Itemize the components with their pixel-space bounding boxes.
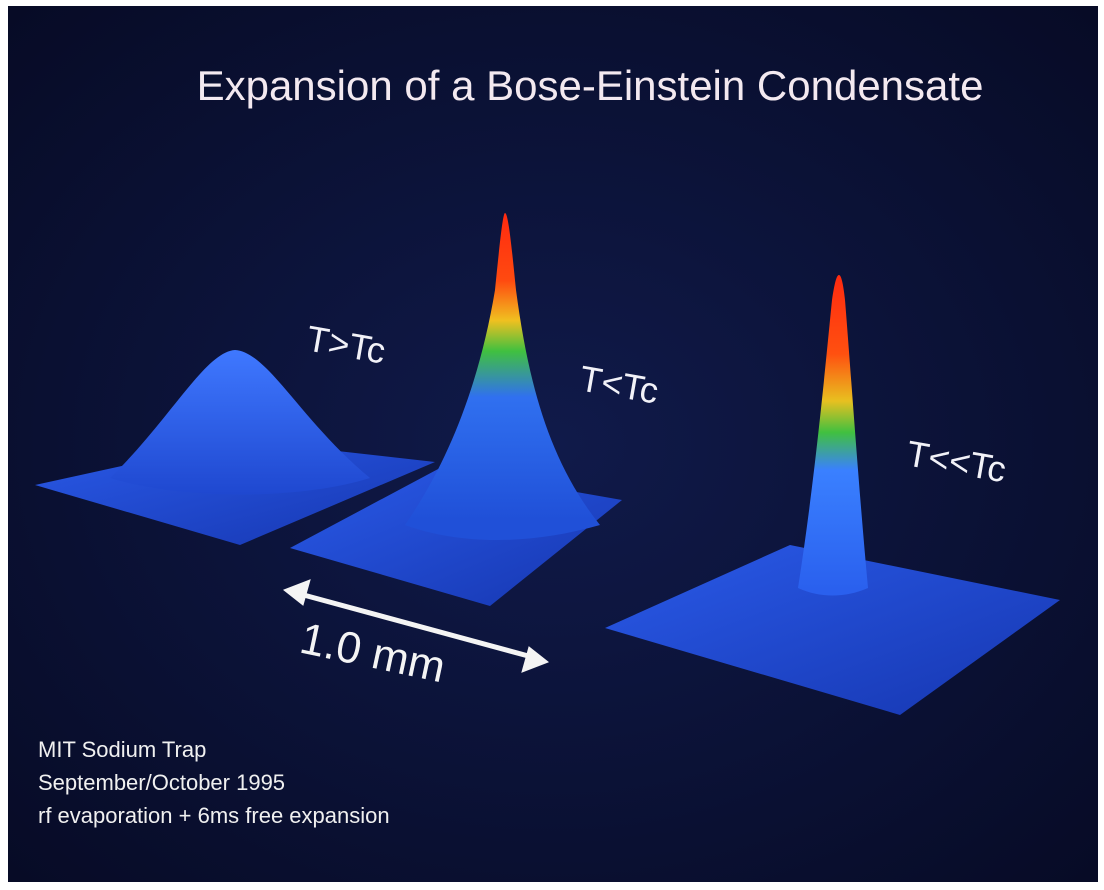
- credit-line: September/October 1995: [38, 770, 285, 795]
- title: Expansion of a Bose-Einstein Condensate: [197, 62, 984, 109]
- credit-line: rf evaporation + 6ms free expansion: [38, 803, 390, 828]
- credit-line: MIT Sodium Trap: [38, 737, 206, 762]
- figure: Expansion of a Bose-Einstein Condensate …: [0, 0, 1104, 890]
- page: Expansion of a Bose-Einstein Condensate …: [0, 0, 1104, 890]
